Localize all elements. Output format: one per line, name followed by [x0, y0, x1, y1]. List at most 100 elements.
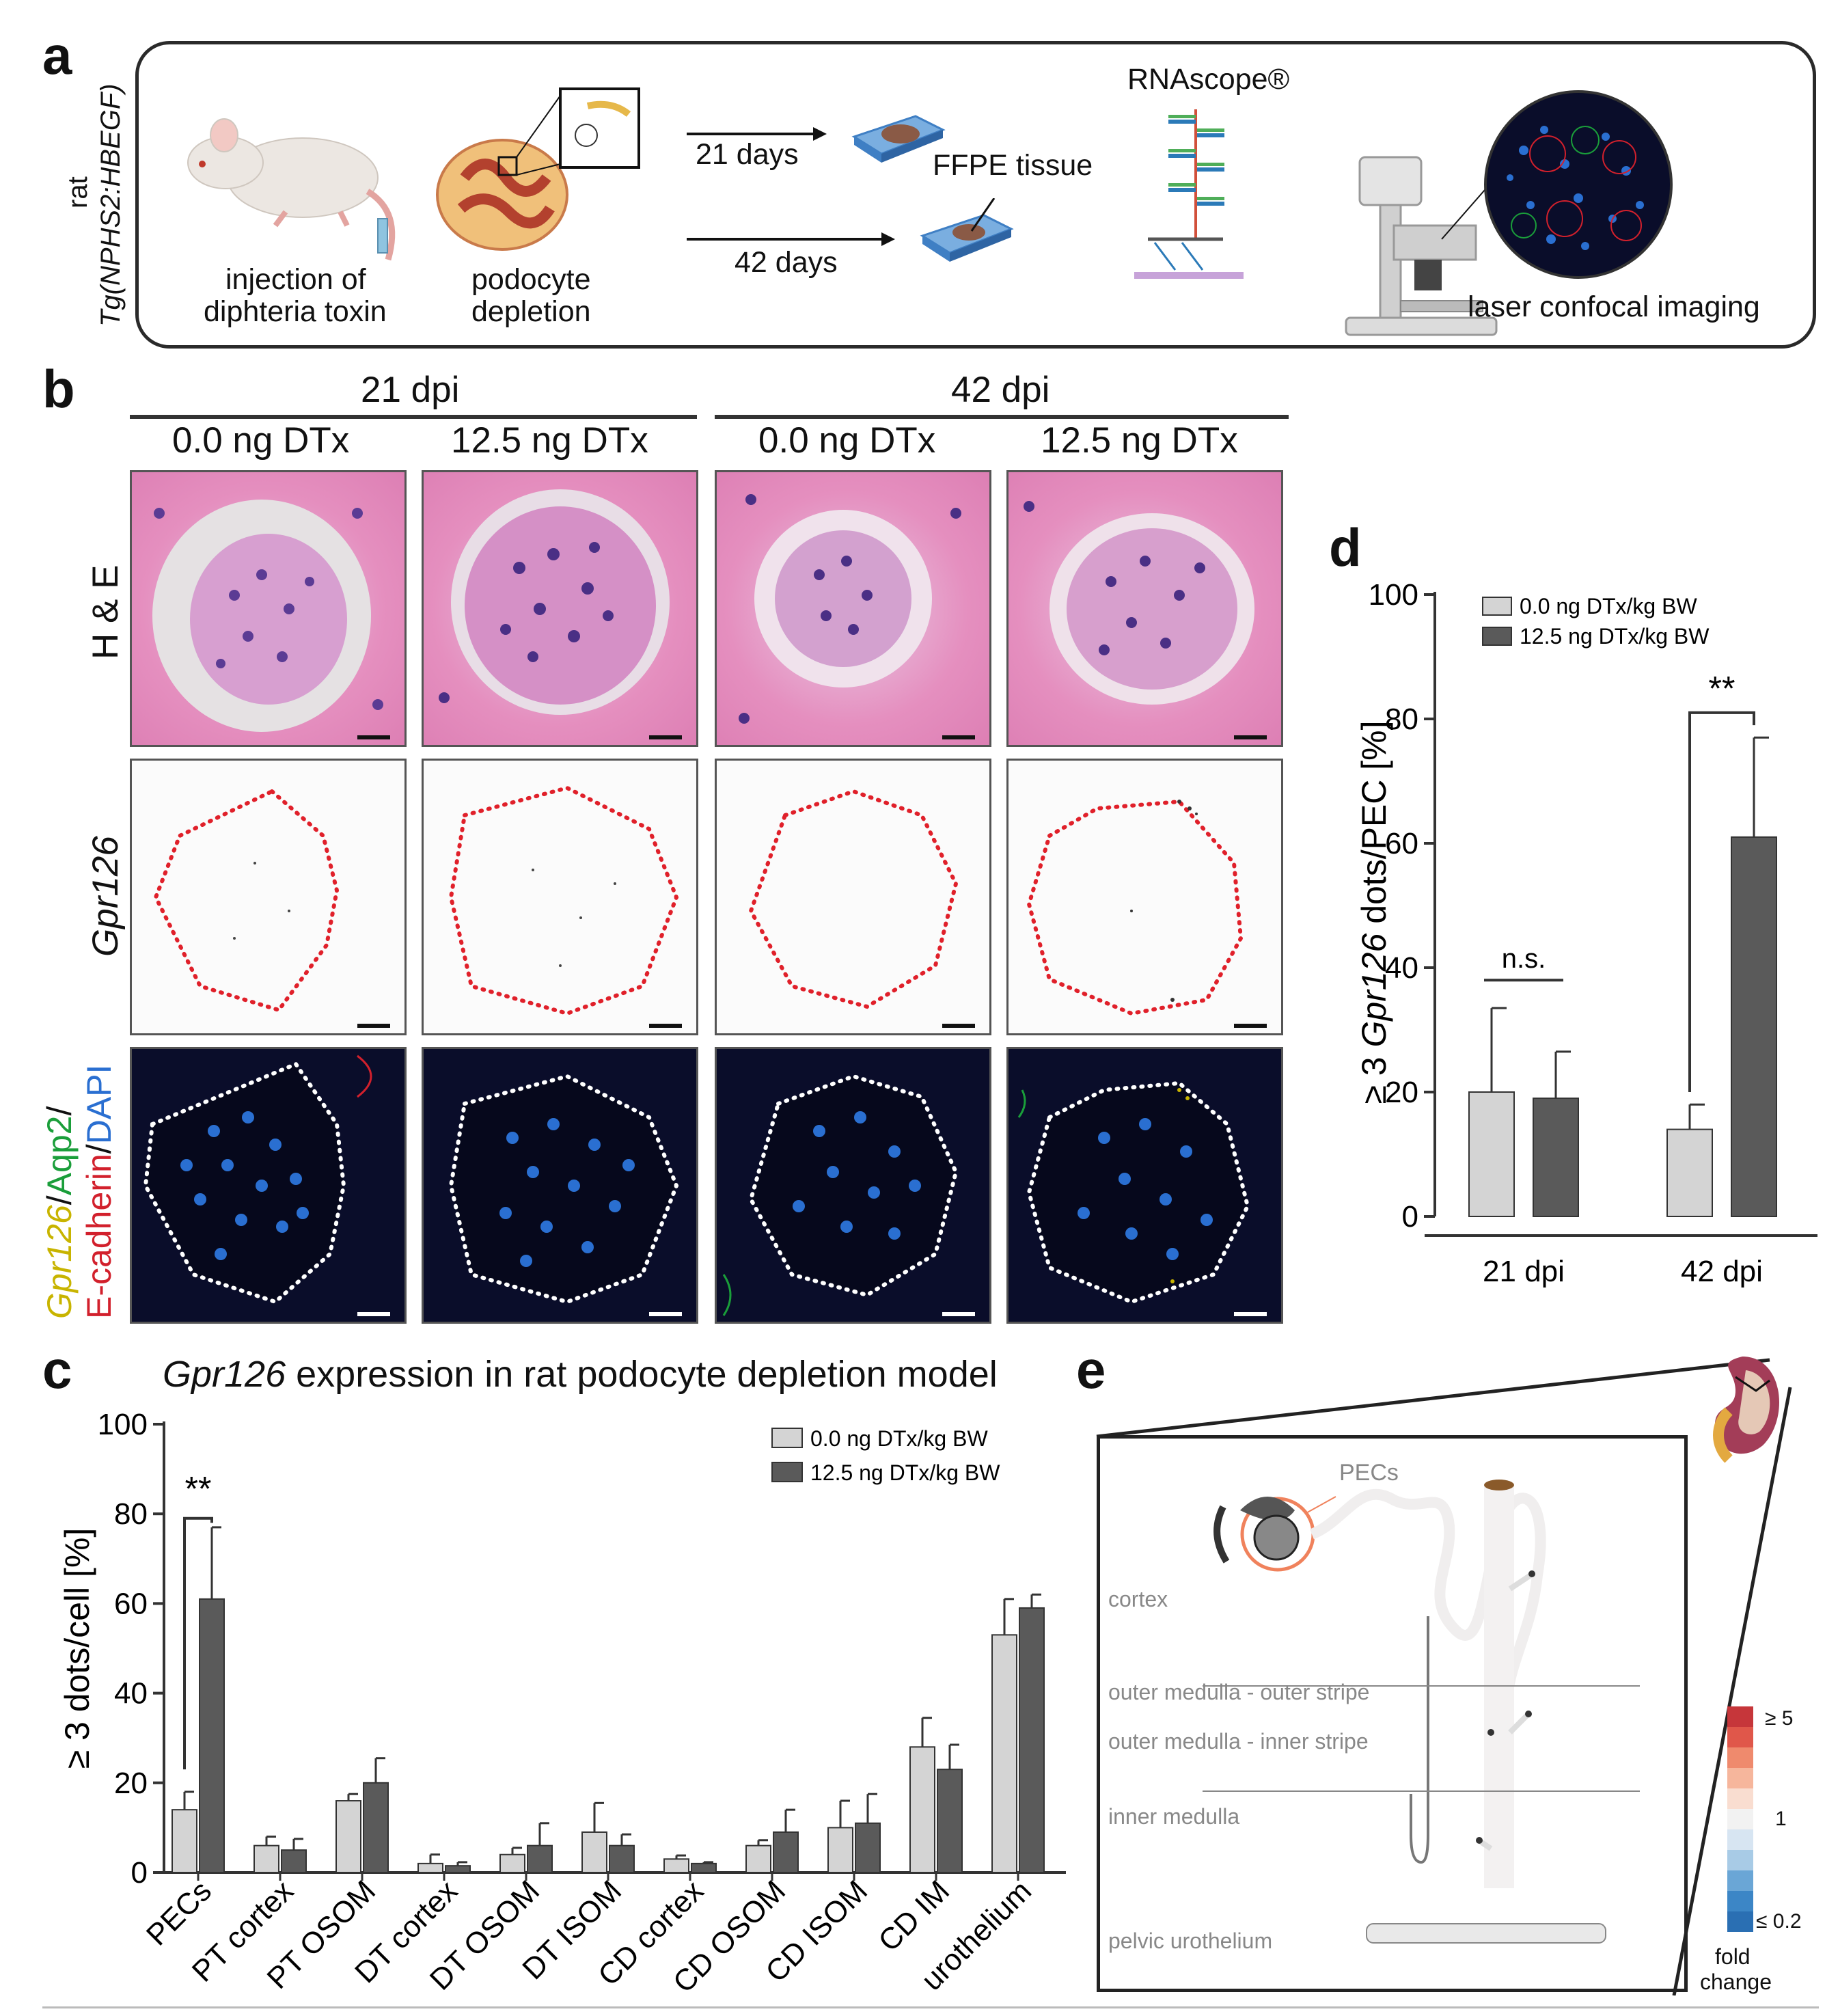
tissue-slide-21-icon — [851, 115, 946, 163]
timeline-arrows — [687, 127, 895, 246]
significance-label: n.s. — [1502, 944, 1546, 974]
y-tick-label: 80 — [1385, 703, 1418, 736]
nephron-diagram — [1203, 1480, 1640, 1944]
group-label-21dpi: 21 dpi — [361, 370, 460, 410]
row-label-fl-aqp: Aqp2 — [40, 1115, 79, 1196]
row-label-fluorescence: Gpr126/Aqp2/ E-cadherin/DAPI — [40, 1065, 119, 1319]
scale-bar — [649, 1024, 682, 1028]
he-image-21dpi-0ng — [130, 470, 407, 747]
confocal-image-inset — [1484, 90, 1673, 279]
scale-bar — [357, 1024, 390, 1028]
legend-label: 0.0 ng DTx/kg BW — [1520, 594, 1697, 618]
bar — [527, 1844, 553, 1874]
bar — [253, 1844, 279, 1874]
x-tick-label: 42 dpi — [1681, 1255, 1763, 1288]
row-label-fl-gpr: Gpr126 — [40, 1205, 79, 1319]
group-underline-42dpi — [715, 415, 1289, 419]
panel-label-c: c — [42, 1339, 72, 1400]
fold-change-title-2: change — [1700, 1970, 1772, 1994]
column-label-1: 0.0 ng DTx — [172, 420, 350, 461]
pecs-label: PECs — [1339, 1460, 1399, 1486]
y-tick-label: 60 — [114, 1587, 148, 1620]
y-axis-label: ≥ 3 Gpr126 dots/PEC [%] — [1355, 720, 1393, 1104]
bar — [445, 1865, 471, 1873]
panel-a-frame — [135, 41, 1816, 349]
legend-swatch — [1482, 597, 1512, 616]
zone-outer-outer-label: outer medulla - outer stripe — [1108, 1680, 1370, 1704]
fluorescence-image-42dpi-12ng — [1006, 1047, 1283, 1324]
scale-bar — [942, 1024, 975, 1028]
y-tick-label: 0 — [1402, 1200, 1418, 1234]
legend-swatch — [771, 1462, 803, 1482]
panel-a-side-label-strain: Tg(NPHS2:HBEGF) — [96, 83, 126, 327]
gpr126-image-42dpi-0ng — [715, 759, 991, 1035]
y-tick-label: 80 — [114, 1497, 148, 1531]
injection-label-1: injection of — [225, 263, 366, 296]
bar — [773, 1831, 799, 1874]
bar — [1468, 1091, 1515, 1217]
days-21-label: 21 days — [696, 138, 799, 171]
bar — [991, 1634, 1017, 1873]
y-tick-label: 40 — [114, 1677, 148, 1711]
he-image-42dpi-0ng — [715, 470, 991, 747]
bar — [745, 1844, 771, 1874]
bar — [199, 1598, 225, 1873]
confocal-microscope-icon — [1345, 156, 1498, 336]
bar — [581, 1831, 607, 1874]
fluorescence-image-21dpi-0ng — [130, 1047, 407, 1324]
bar — [335, 1800, 361, 1873]
bar — [855, 1822, 881, 1874]
y-axis-label: ≥ 3 dots/cell [%] — [58, 1528, 96, 1769]
figure-bottom-rule — [42, 2006, 1819, 2008]
depletion-label-1: podocyte — [471, 263, 591, 296]
row-label-gpr126: Gpr126 — [85, 836, 126, 957]
scale-bar — [942, 735, 975, 739]
bar — [937, 1769, 963, 1873]
rat-icon — [187, 118, 396, 261]
fold-change-swatch — [1727, 1788, 1753, 1809]
panel-label-d: d — [1329, 517, 1362, 577]
y-tick-label: 20 — [1385, 1076, 1418, 1109]
scale-bar — [1234, 1312, 1267, 1316]
y-tick-label: 100 — [98, 1408, 148, 1441]
bar — [827, 1827, 853, 1874]
fold-change-swatch — [1727, 1829, 1753, 1850]
column-label-3: 0.0 ng DTx — [758, 420, 936, 461]
he-image-21dpi-12ng — [422, 470, 698, 747]
group-underline-21dpi — [130, 415, 697, 419]
fold-change-swatch — [1727, 1727, 1753, 1747]
legend-swatch — [1482, 627, 1512, 646]
bar — [663, 1858, 689, 1874]
panel-e-frame — [1097, 1435, 1688, 1992]
bar — [1019, 1607, 1045, 1873]
panel-label-e: e — [1076, 1339, 1106, 1400]
y-axis-label-part: dots/PEC [%] — [1355, 720, 1393, 933]
gpr126-image-42dpi-12ng — [1006, 759, 1283, 1035]
panel-d-bar-chart: 0 20 40 60 80 100 ≥ 3 Gpr126 dots/PEC [%] 21 dp… — [1355, 578, 1817, 1288]
scale-bar — [1234, 1024, 1267, 1028]
fold-change-color-scale — [1727, 1706, 1753, 1932]
y-axis-label-part: Gpr126 — [1355, 934, 1393, 1048]
significance-bracket — [1688, 711, 1755, 1092]
bar — [363, 1782, 389, 1873]
row-label-fl-dapi: DAPI — [80, 1064, 118, 1145]
significance-label: ** — [185, 1470, 212, 1508]
scale-bar — [649, 735, 682, 739]
fold-change-title-1: fold — [1715, 1944, 1751, 1969]
zone-cortex-label: cortex — [1108, 1587, 1168, 1611]
significance-bracket — [183, 1516, 213, 1770]
rnascope-label: RNAscope® — [1127, 63, 1290, 96]
kidney-glomerulus-icon — [436, 87, 640, 251]
bar — [171, 1809, 197, 1873]
y-tick-label: 100 — [1369, 578, 1418, 612]
bar — [1731, 836, 1777, 1217]
legend-swatch — [771, 1428, 803, 1448]
fold-change-swatch — [1727, 1809, 1753, 1829]
significance-label: ** — [1709, 670, 1735, 708]
legend-label: 12.5 ng DTx/kg BW — [1520, 624, 1710, 649]
imaging-label: laser confocal imaging — [1468, 290, 1760, 323]
y-tick-label: 40 — [1385, 951, 1418, 985]
gpr126-image-21dpi-0ng — [130, 759, 407, 1035]
scale-bar — [357, 735, 390, 739]
